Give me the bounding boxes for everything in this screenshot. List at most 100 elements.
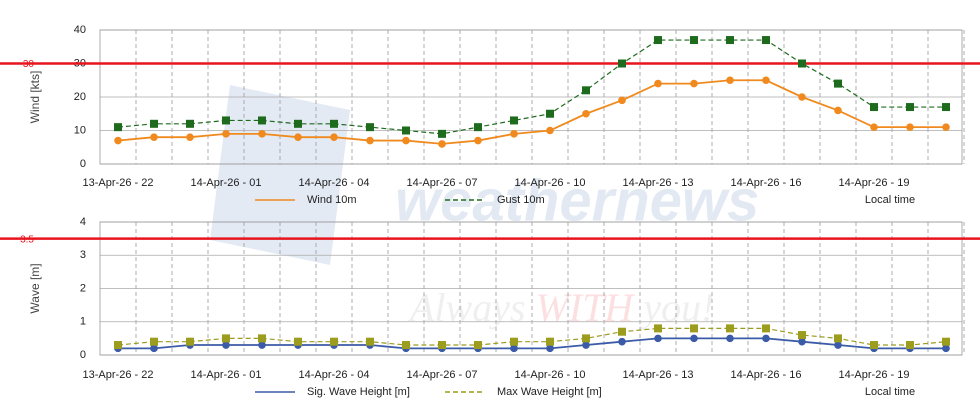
watermark-logo — [210, 85, 350, 265]
marker — [942, 103, 950, 112]
marker — [258, 334, 266, 343]
marker — [798, 331, 806, 340]
y-tick-label: 10 — [74, 124, 86, 136]
marker — [690, 324, 698, 333]
x-tick-label: 14-Apr-26 - 13 — [623, 369, 694, 381]
marker — [870, 123, 878, 131]
x-tick-label: 14-Apr-26 - 01 — [191, 369, 262, 381]
marker — [870, 103, 878, 112]
marker — [474, 123, 482, 132]
x-note: Local time — [865, 386, 915, 398]
marker — [294, 337, 302, 346]
x-tick-label: 14-Apr-26 - 10 — [515, 369, 586, 381]
slogan-word: WITH — [536, 285, 636, 330]
x-tick-label: 14-Apr-26 - 16 — [731, 369, 802, 381]
marker — [402, 341, 410, 350]
marker — [762, 334, 770, 343]
marker — [942, 337, 950, 346]
marker — [366, 136, 374, 145]
marker — [654, 36, 662, 45]
marker — [546, 109, 554, 118]
marker — [798, 93, 806, 101]
marker — [942, 344, 950, 353]
marker — [834, 79, 842, 88]
marker — [618, 337, 626, 346]
marker — [114, 123, 122, 132]
x-tick-label: 14-Apr-26 - 07 — [407, 177, 478, 189]
x-tick-label: 13-Apr-26 - 22 — [83, 369, 154, 381]
marker — [834, 334, 842, 343]
plot-frame — [99, 29, 963, 165]
x-tick-label: 14-Apr-26 - 10 — [515, 177, 586, 189]
marker — [690, 36, 698, 45]
marker — [186, 119, 194, 128]
marker — [726, 334, 734, 343]
marker — [222, 116, 230, 125]
series-line — [117, 327, 947, 346]
marker — [618, 327, 626, 336]
y-tick-label: 20 — [74, 91, 86, 103]
marker — [330, 337, 338, 346]
marker — [582, 86, 590, 95]
marker — [402, 126, 410, 135]
marker — [762, 76, 770, 85]
marker — [330, 119, 338, 128]
marker — [366, 123, 374, 132]
marker — [510, 116, 518, 125]
plot-frame — [99, 221, 963, 356]
marker — [798, 337, 806, 346]
x-tick-label: 14-Apr-26 - 04 — [299, 177, 370, 189]
marker — [510, 337, 518, 346]
marker — [906, 103, 914, 112]
marker — [474, 341, 482, 350]
marker — [258, 341, 266, 349]
y-tick-label: 0 — [80, 349, 86, 361]
y-tick-label: 1 — [80, 316, 86, 328]
marker — [402, 136, 410, 145]
y-tick-label: 0 — [80, 158, 86, 170]
marker — [618, 96, 626, 105]
y-axis-label: Wave [m] — [28, 263, 42, 313]
marker — [294, 133, 302, 141]
x-tick-label: 14-Apr-26 - 16 — [731, 177, 802, 189]
marker — [870, 341, 878, 350]
marker — [258, 130, 266, 138]
x-tick-label: 14-Apr-26 - 01 — [191, 177, 262, 189]
marker — [762, 324, 770, 333]
marker — [582, 109, 590, 118]
slogan-word: you! — [639, 285, 714, 330]
y-axis-label: Wind [kts] — [28, 71, 42, 124]
marker — [726, 324, 734, 333]
series-line — [117, 79, 946, 145]
x-tick-label: 13-Apr-26 - 22 — [83, 177, 154, 189]
marker — [186, 133, 194, 141]
watermark: weathernews Always WITH you! — [210, 85, 759, 330]
marker — [258, 116, 266, 125]
marker — [510, 344, 518, 353]
marker — [582, 334, 590, 343]
marker — [438, 341, 446, 350]
marker — [150, 133, 158, 141]
marker — [942, 123, 950, 131]
series-line — [117, 39, 946, 135]
marker — [546, 337, 554, 346]
marker — [834, 106, 842, 115]
marker — [654, 324, 662, 333]
marker — [798, 59, 806, 68]
marker — [222, 334, 230, 343]
marker — [834, 341, 842, 349]
marker — [726, 36, 734, 45]
marker — [222, 341, 230, 349]
y-tick-label: 2 — [80, 282, 86, 294]
x-note: Local time — [865, 194, 915, 206]
legend-label: Sig. Wave Height [m] — [307, 386, 410, 398]
legend-label: Wind 10m — [307, 194, 357, 206]
marker — [114, 341, 122, 350]
marker — [438, 140, 446, 148]
marker — [330, 133, 338, 141]
y-tick-label: 4 — [80, 216, 86, 228]
marker — [294, 119, 302, 128]
marker — [618, 59, 626, 68]
marker — [690, 79, 698, 88]
marker — [582, 341, 590, 349]
